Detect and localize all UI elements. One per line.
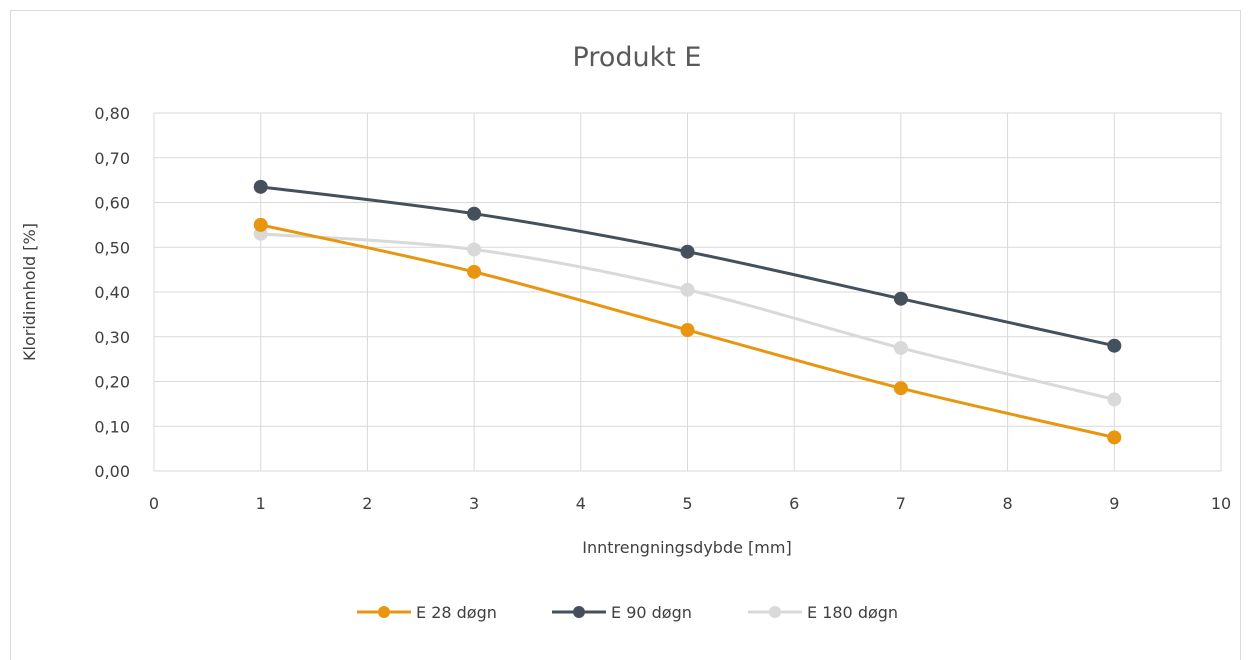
chart-frame bbox=[10, 10, 1241, 660]
y-tick-label: 0,20 bbox=[94, 373, 130, 392]
x-tick-label: 1 bbox=[256, 494, 266, 513]
chart-title: Produkt E bbox=[573, 42, 702, 73]
legend-marker bbox=[573, 606, 585, 618]
data-point bbox=[467, 242, 482, 257]
y-tick-label: 0,40 bbox=[94, 283, 130, 302]
x-tick-label: 9 bbox=[1109, 494, 1119, 513]
data-point bbox=[680, 282, 695, 297]
data-point bbox=[467, 206, 482, 221]
y-tick-label: 0,80 bbox=[94, 104, 130, 123]
y-tick-label: 0,60 bbox=[94, 194, 130, 213]
y-tick-label: 0,00 bbox=[94, 462, 130, 481]
x-tick-label: 6 bbox=[789, 494, 799, 513]
x-tick-label: 5 bbox=[682, 494, 692, 513]
data-point bbox=[1107, 338, 1122, 353]
y-tick-label: 0,30 bbox=[94, 328, 130, 347]
series-1 bbox=[253, 217, 1122, 445]
series-layer bbox=[253, 179, 1122, 445]
series-2 bbox=[253, 179, 1122, 353]
x-axis-label: Inntrengningsdybde [mm] bbox=[582, 538, 791, 557]
y-tick-label: 0,70 bbox=[94, 149, 130, 168]
x-tick-label: 10 bbox=[1211, 494, 1231, 513]
data-point bbox=[253, 179, 268, 194]
x-tick-label: 7 bbox=[896, 494, 906, 513]
legend-item: E 28 døgn bbox=[357, 603, 497, 622]
x-tick-label: 3 bbox=[469, 494, 479, 513]
x-tick-label: 4 bbox=[576, 494, 586, 513]
data-point bbox=[1107, 430, 1122, 445]
x-tick-label: 2 bbox=[362, 494, 372, 513]
legend-item: E 90 døgn bbox=[552, 603, 692, 622]
legend: E 28 døgn E 90 døgn E 180 døgn bbox=[357, 603, 898, 622]
data-point bbox=[253, 217, 268, 232]
legend-label: E 90 døgn bbox=[611, 603, 692, 622]
data-point bbox=[1107, 392, 1122, 407]
y-tick-label: 0,50 bbox=[94, 238, 130, 257]
legend-marker bbox=[769, 606, 781, 618]
data-point bbox=[893, 381, 908, 396]
legend-item: E 180 døgn bbox=[748, 603, 898, 622]
x-tick-label: 8 bbox=[1003, 494, 1013, 513]
legend-marker bbox=[378, 606, 390, 618]
y-axis-label: Kloridinnhold [%] bbox=[20, 223, 39, 361]
x-tick-label: 0 bbox=[149, 494, 159, 513]
x-axis-ticks: 0 1 2 3 4 5 6 7 8 9 10 bbox=[149, 494, 1231, 513]
data-point bbox=[893, 291, 908, 306]
y-tick-label: 0,10 bbox=[94, 417, 130, 436]
data-point bbox=[467, 264, 482, 279]
legend-label: E 180 døgn bbox=[807, 603, 898, 622]
data-point bbox=[680, 244, 695, 259]
data-point bbox=[680, 323, 695, 338]
y-axis-ticks: 0,00 0,10 0,20 0,30 0,40 0,50 0,60 0,70 0,80 bbox=[94, 104, 130, 481]
data-point bbox=[893, 340, 908, 355]
legend-label: E 28 døgn bbox=[416, 603, 497, 622]
